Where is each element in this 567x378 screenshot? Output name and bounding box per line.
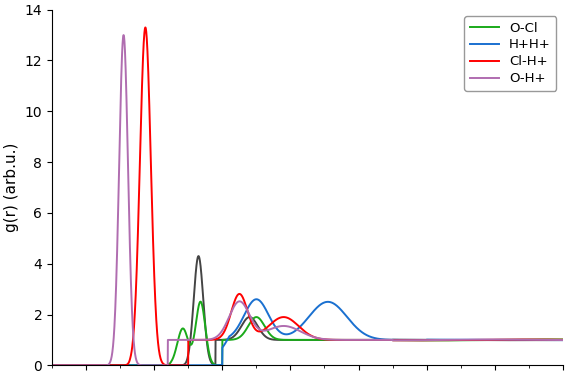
H+H+ <box>267 316 274 321</box>
Line: H+H+: H+H+ <box>52 299 563 365</box>
O-H+ <box>107 359 114 364</box>
Cl-H+ <box>107 363 114 367</box>
H+H+ <box>549 338 556 342</box>
O-Cl <box>49 363 56 367</box>
H+H+ <box>560 338 566 342</box>
O-Cl <box>137 363 144 367</box>
H+H+ <box>253 297 260 302</box>
Cl-H+ <box>49 363 56 367</box>
O-Cl <box>494 338 501 342</box>
O-H+ <box>560 338 566 342</box>
H+H+ <box>49 363 56 367</box>
H+H+ <box>107 363 114 367</box>
O-Cl <box>549 337 556 342</box>
O-H+ <box>137 363 144 367</box>
O-H+ <box>120 33 127 37</box>
H+H+ <box>244 305 251 310</box>
O-Cl <box>245 324 252 328</box>
O-H+ <box>49 363 56 367</box>
Y-axis label: g(r) (arb.u.): g(r) (arb.u.) <box>4 143 19 232</box>
Cl-H+ <box>245 310 252 315</box>
O-H+ <box>549 338 556 342</box>
Line: O-Cl: O-Cl <box>52 302 563 365</box>
Cl-H+ <box>494 338 501 342</box>
O-Cl <box>267 332 274 337</box>
H+H+ <box>494 338 501 342</box>
Cl-H+ <box>549 338 556 342</box>
O-H+ <box>245 310 252 314</box>
Line: Cl-H+: Cl-H+ <box>52 28 563 365</box>
Cl-H+ <box>137 132 144 136</box>
H+H+ <box>137 363 144 367</box>
Line: O-H+: O-H+ <box>52 35 563 365</box>
O-Cl <box>197 299 204 304</box>
Legend: O-Cl, H+H+, Cl-H+, O-H+: O-Cl, H+H+, Cl-H+, O-H+ <box>464 16 556 91</box>
O-H+ <box>494 337 501 342</box>
O-Cl <box>107 363 114 367</box>
Cl-H+ <box>560 338 566 342</box>
O-H+ <box>267 327 274 332</box>
Cl-H+ <box>267 322 274 327</box>
Cl-H+ <box>142 25 149 30</box>
O-Cl <box>560 337 566 342</box>
